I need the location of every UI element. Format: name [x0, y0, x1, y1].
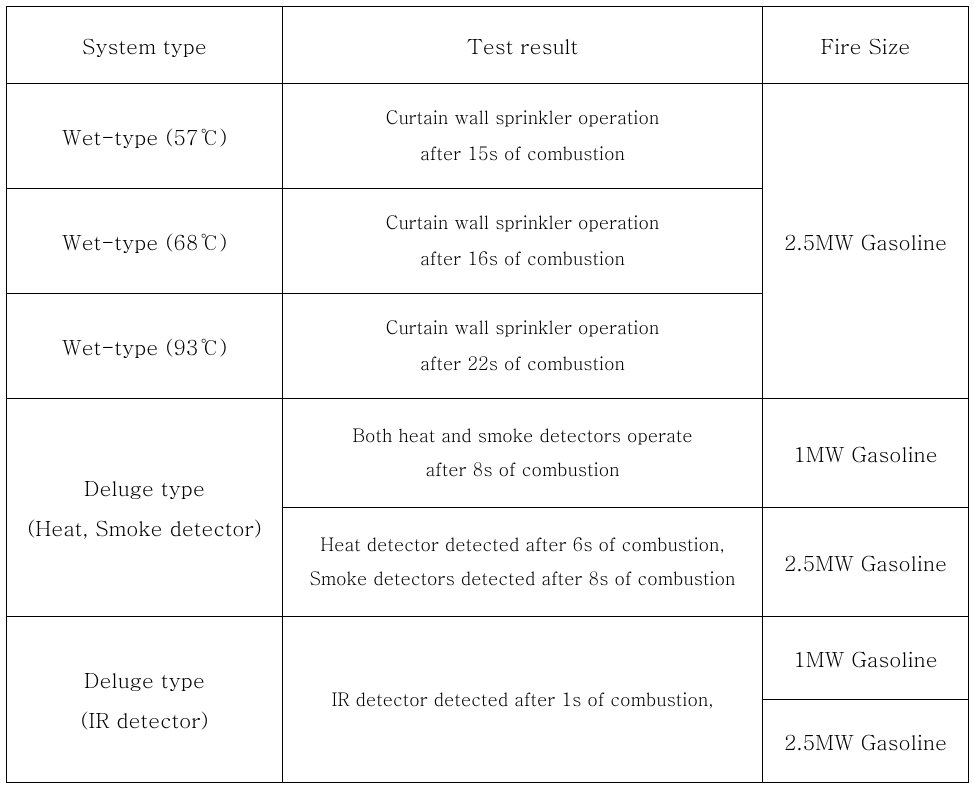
result-line: after 8s of combustion: [293, 453, 752, 487]
cell-test-result: Curtain wall sprinkler operation after 1…: [283, 189, 763, 294]
result-line: after 15s of combustion: [293, 136, 752, 172]
table-row: Deluge type (IR detector) IR detector de…: [7, 617, 969, 700]
header-fire-size: Fire Size: [763, 7, 969, 84]
cell-test-result: IR detector detected after 1s of combust…: [283, 617, 763, 783]
table-row: Deluge type (Heat, Smoke detector) Both …: [7, 399, 969, 508]
result-line: after 16s of combustion: [293, 241, 752, 277]
result-line: Curtain wall sprinkler operation: [293, 100, 752, 136]
table-row: Wet-type (57℃) Curtain wall sprinkler op…: [7, 84, 969, 189]
system-line: Deluge type: [17, 468, 272, 508]
table-header-row: System type Test result Fire Size: [7, 7, 969, 84]
cell-system-type: Deluge type (IR detector): [7, 617, 283, 783]
cell-test-result: Heat detector detected after 6s of combu…: [283, 508, 763, 617]
cell-fire-size: 1MW Gasoline: [763, 617, 969, 700]
result-line: Curtain wall sprinkler operation: [293, 205, 752, 241]
system-line: (Heat, Smoke detector): [17, 508, 272, 548]
results-table: System type Test result Fire Size Wet-ty…: [6, 6, 969, 783]
result-line: Curtain wall sprinkler operation: [293, 310, 752, 346]
cell-system-type: Wet-type (57℃): [7, 84, 283, 189]
result-line: after 22s of combustion: [293, 346, 752, 382]
cell-test-result: Curtain wall sprinkler operation after 2…: [283, 294, 763, 399]
cell-fire-size: 2.5MW Gasoline: [763, 508, 969, 617]
cell-test-result: Curtain wall sprinkler operation after 1…: [283, 84, 763, 189]
result-line: Smoke detectors detected after 8s of com…: [293, 562, 752, 596]
header-test-result: Test result: [283, 7, 763, 84]
result-line: Both heat and smoke detectors operate: [293, 419, 752, 453]
cell-fire-size: 1MW Gasoline: [763, 399, 969, 508]
system-line: (IR detector): [17, 700, 272, 740]
cell-system-type: Deluge type (Heat, Smoke detector): [7, 399, 283, 617]
result-line: Heat detector detected after 6s of combu…: [293, 528, 752, 562]
cell-test-result: Both heat and smoke detectors operate af…: [283, 399, 763, 508]
header-system-type: System type: [7, 7, 283, 84]
cell-system-type: Wet-type (93℃): [7, 294, 283, 399]
cell-system-type: Wet-type (68℃): [7, 189, 283, 294]
cell-fire-size: 2.5MW Gasoline: [763, 700, 969, 783]
cell-fire-size: 2.5MW Gasoline: [763, 84, 969, 399]
